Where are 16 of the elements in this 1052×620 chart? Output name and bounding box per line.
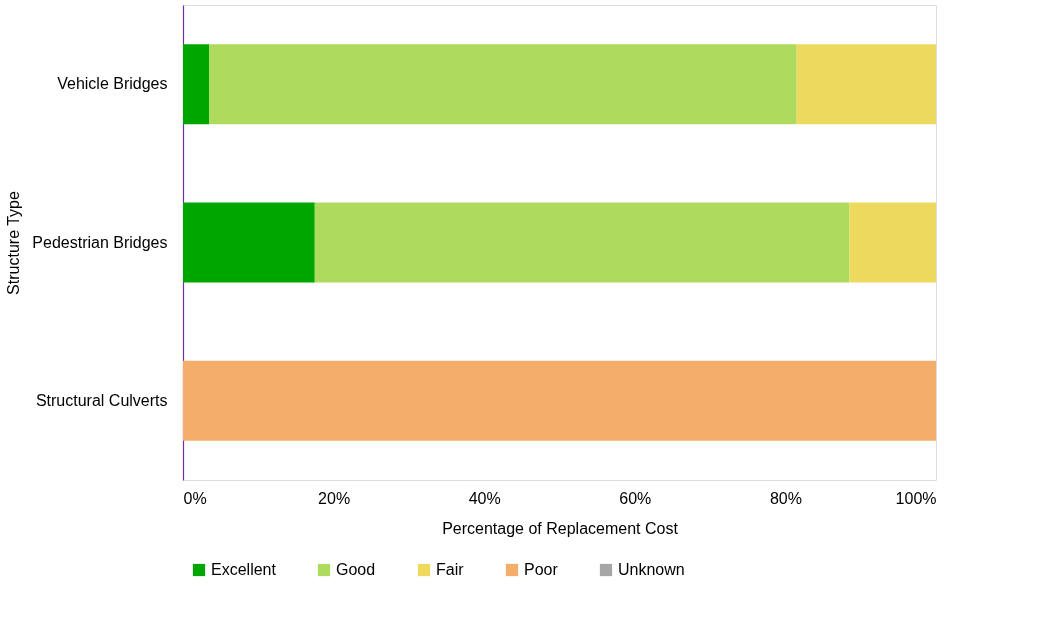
legend-label: Poor xyxy=(524,561,559,578)
y-tick-label: Pedestrian Bridges xyxy=(32,233,168,251)
x-tick-label: 20% xyxy=(318,489,351,507)
legend-label: Fair xyxy=(436,561,465,578)
y-tick-label: Structural Culverts xyxy=(35,391,168,409)
x-tick-label: 0% xyxy=(183,489,207,507)
x-tick-label: 40% xyxy=(468,489,501,507)
y-tick-label: Vehicle Bridges xyxy=(57,75,168,93)
x-tick-label: 100% xyxy=(895,489,937,507)
x-axis-title: Percentage of Replacement Cost xyxy=(442,519,679,537)
x-tick-label: 80% xyxy=(769,489,802,507)
legend-label: Good xyxy=(336,561,376,578)
y-axis-title: Structure Type xyxy=(5,191,23,295)
legend-label: Unknown xyxy=(618,561,685,578)
legend-label: Excellent xyxy=(211,561,277,578)
x-tick-label: 60% xyxy=(619,489,652,507)
